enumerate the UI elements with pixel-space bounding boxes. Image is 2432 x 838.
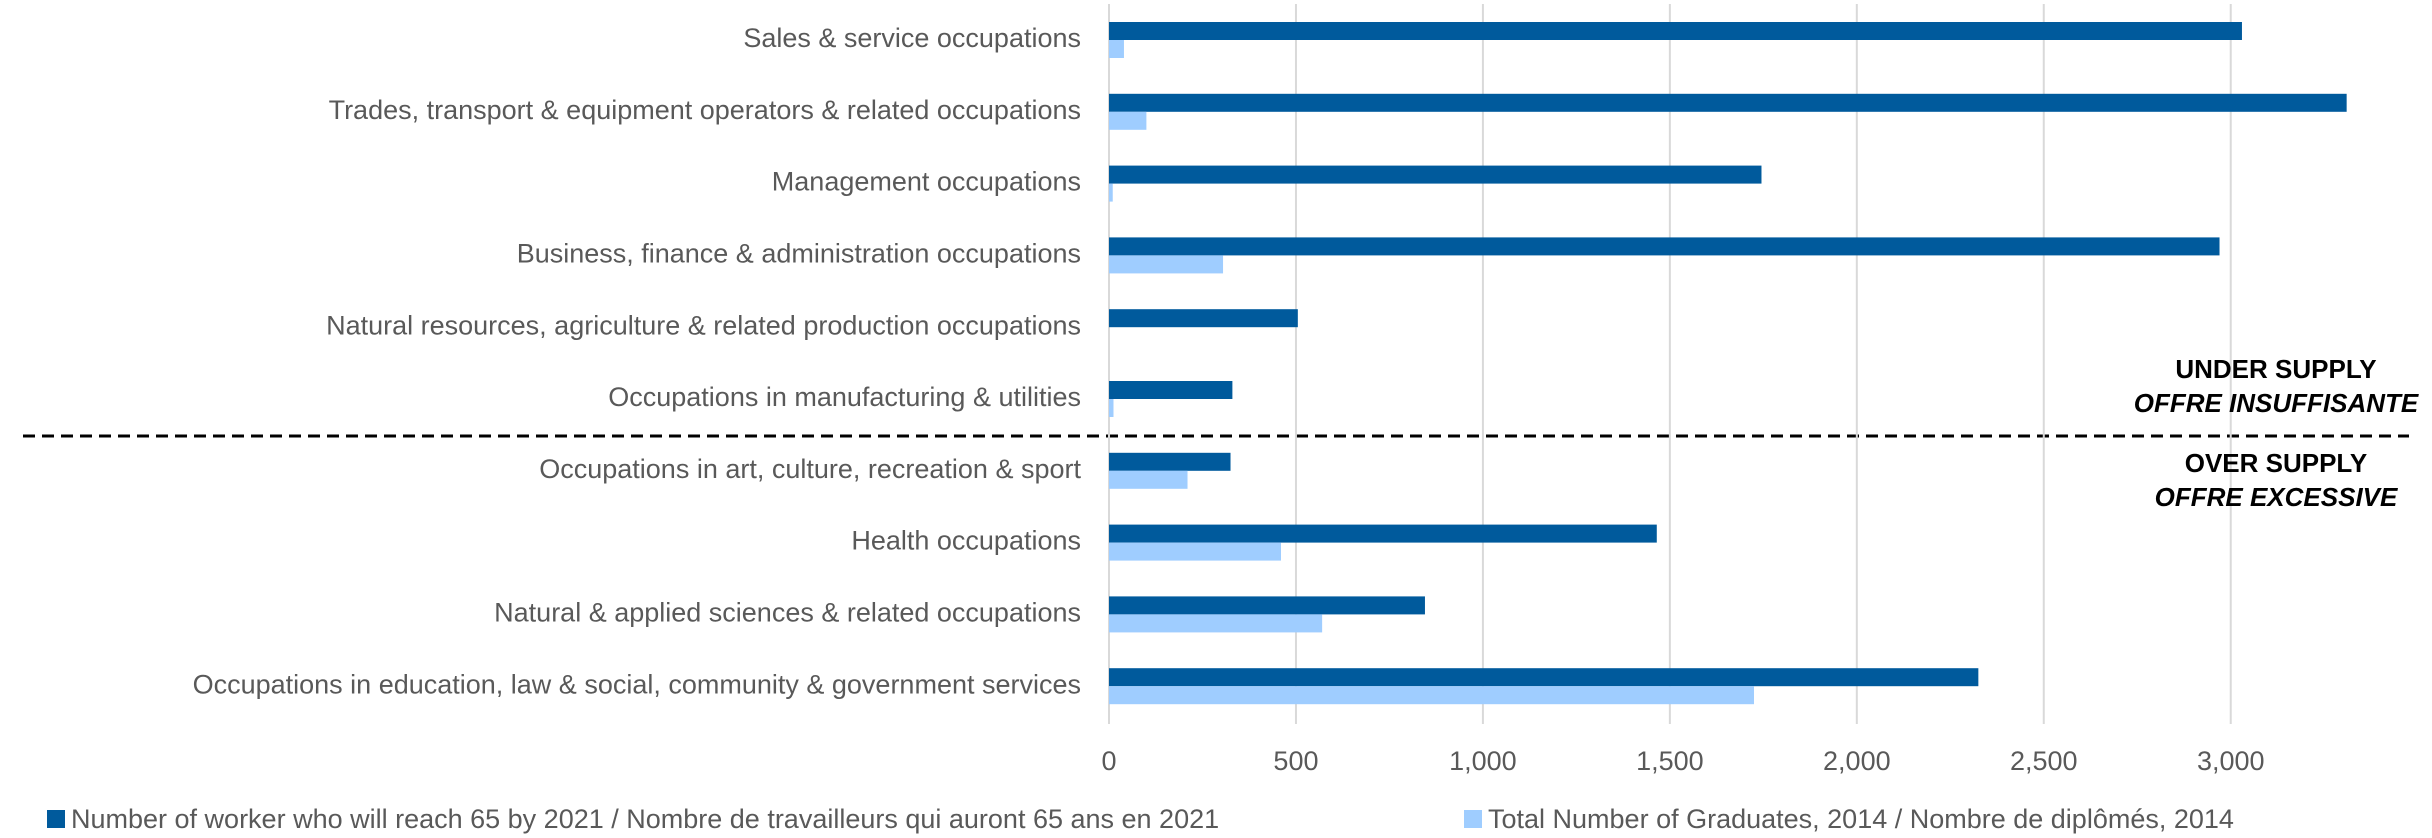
bar (1109, 40, 1124, 58)
legend-swatch (1464, 810, 1482, 828)
bar (1109, 93, 2347, 112)
category-label: Business, finance & administration occup… (517, 239, 1081, 269)
category-label: Natural & applied sciences & related occ… (494, 598, 1081, 628)
bar (1109, 309, 1298, 328)
bar (1109, 111, 1147, 130)
x-tick-label: 0 (1101, 746, 1116, 776)
x-tick-label: 1,000 (1449, 746, 1517, 776)
legend-label: Total Number of Graduates, 2014 / Nombre… (1488, 804, 2234, 834)
legend-swatch (47, 810, 65, 828)
category-label: Health occupations (851, 526, 1081, 556)
x-tick-label: 2,000 (1823, 746, 1891, 776)
bar (1109, 686, 1754, 705)
category-label: Occupations in art, culture, recreation … (539, 454, 1081, 484)
category-label: Sales & service occupations (743, 23, 1081, 53)
annotation: UNDER SUPPLY (2175, 354, 2376, 384)
bar (1109, 22, 2242, 40)
bar (1109, 668, 1979, 687)
x-tick-label: 3,000 (2197, 746, 2265, 776)
category-label: Occupations in manufacturing & utilities (608, 382, 1081, 412)
bar (1109, 237, 2220, 256)
category-label: Trades, transport & equipment operators … (329, 95, 1081, 125)
category-label: Occupations in education, law & social, … (193, 669, 1081, 699)
bar (1109, 596, 1425, 615)
annotation: OFFRE INSUFFISANTE (2134, 388, 2419, 418)
bar (1109, 255, 1224, 274)
x-tick-label: 2,500 (2010, 746, 2078, 776)
bar (1109, 452, 1231, 471)
bar (1109, 470, 1188, 489)
bar (1109, 399, 1114, 417)
annotation: OVER SUPPLY (2185, 448, 2368, 478)
bar (1109, 165, 1762, 184)
annotation: OFFRE EXCESSIVE (2155, 482, 2398, 512)
category-label: Management occupations (772, 167, 1081, 197)
legend-label: Number of worker who will reach 65 by 20… (71, 804, 1219, 834)
x-tick-label: 1,500 (1636, 746, 1704, 776)
bar (1109, 524, 1657, 543)
bar (1109, 381, 1233, 399)
bar (1109, 542, 1281, 561)
x-tick-label: 500 (1273, 746, 1318, 776)
bar (1109, 614, 1323, 633)
category-label: Natural resources, agriculture & related… (326, 310, 1081, 340)
bar (1109, 183, 1113, 202)
